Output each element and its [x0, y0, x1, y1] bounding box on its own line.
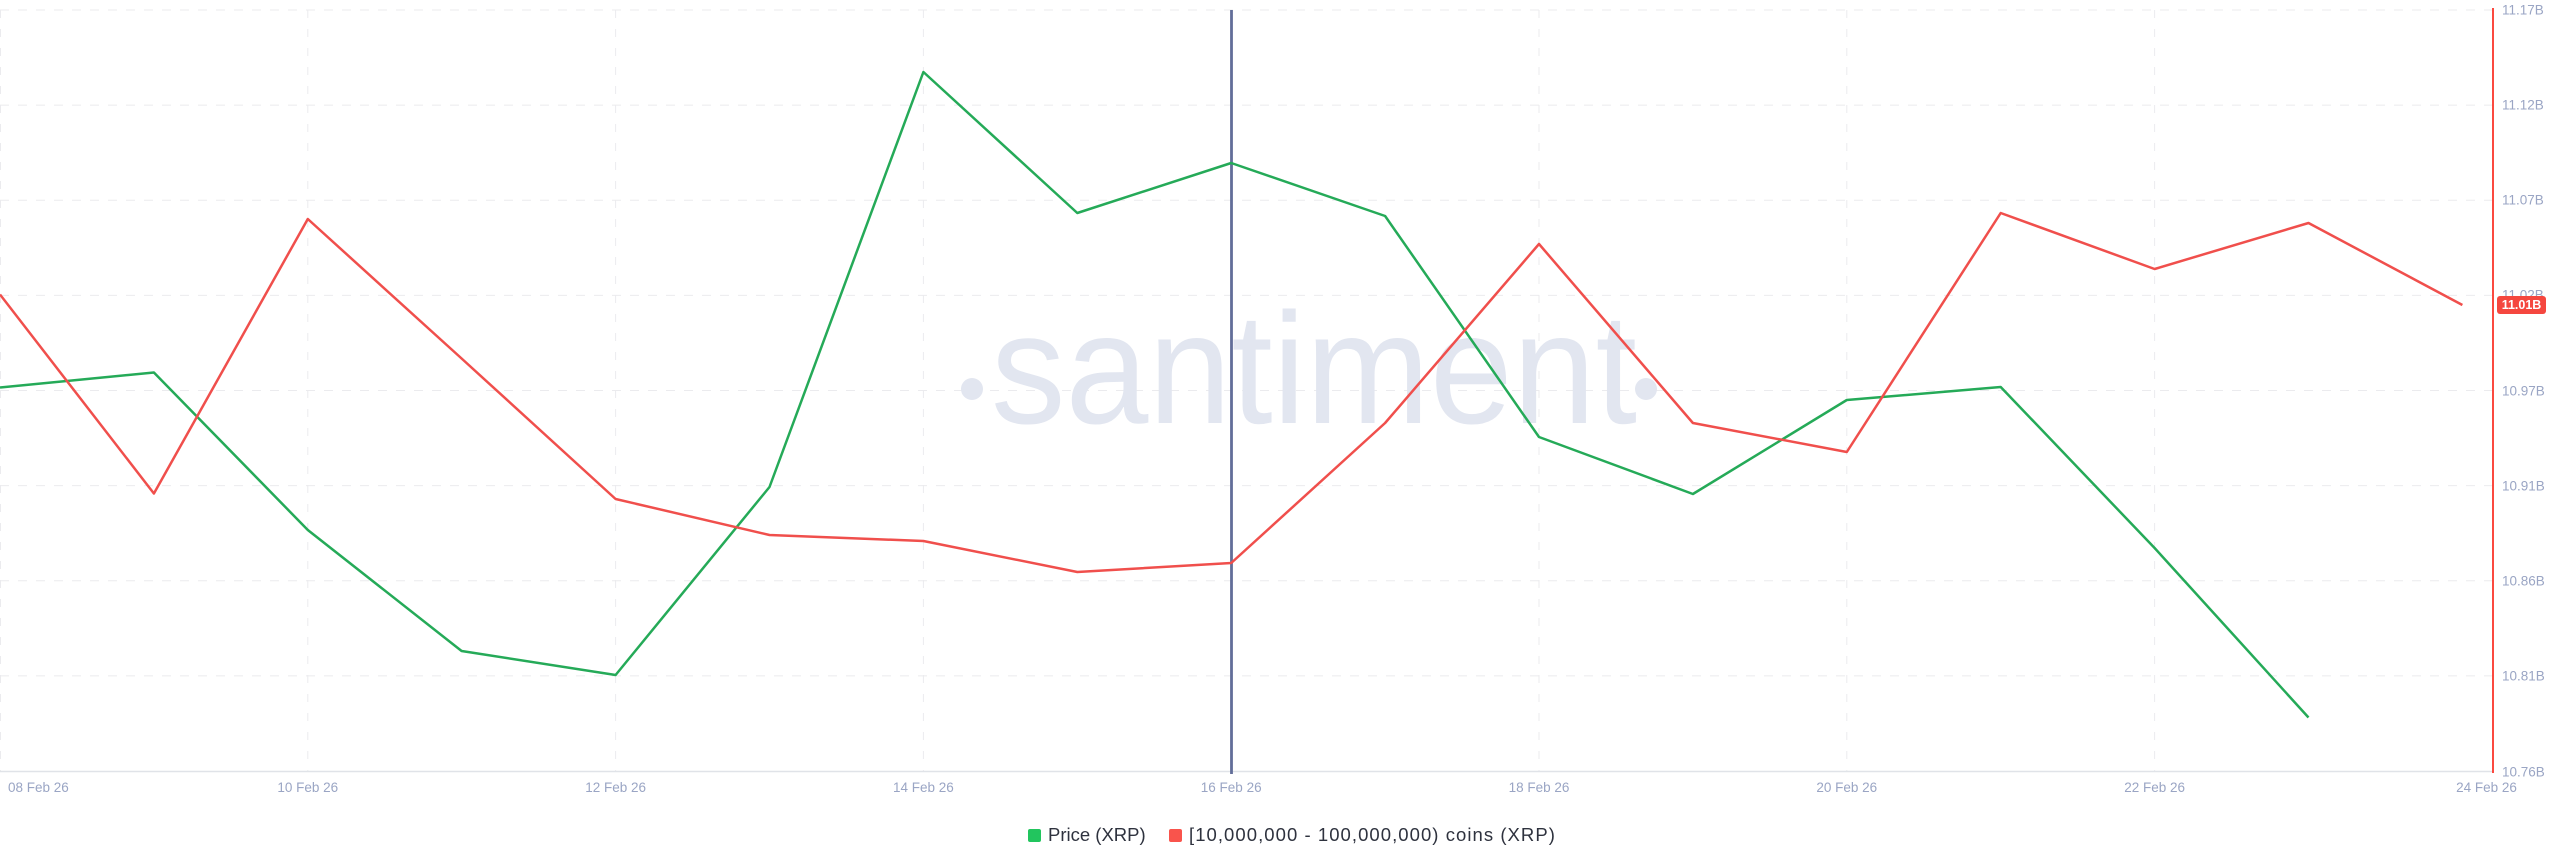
svg-text:santiment: santiment — [991, 281, 1637, 457]
